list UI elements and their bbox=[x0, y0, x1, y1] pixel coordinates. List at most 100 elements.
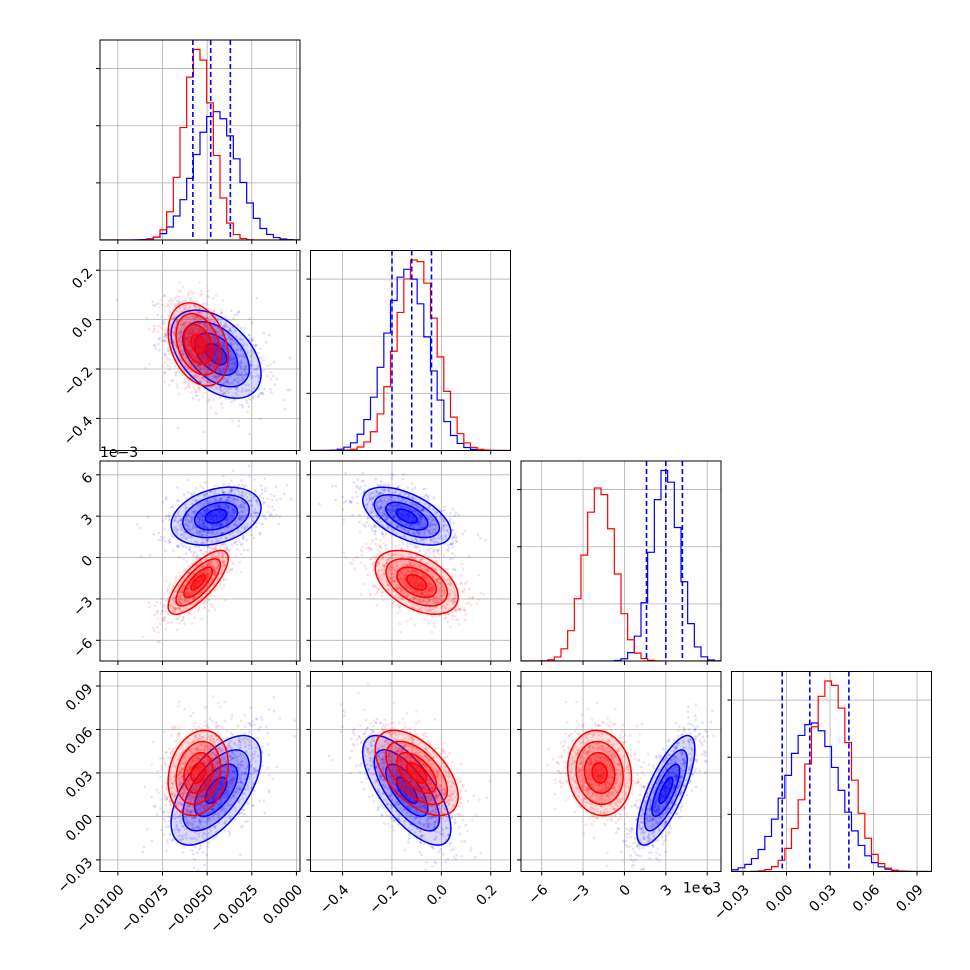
panel-content bbox=[100, 40, 300, 240]
contour-series-1-level-0 bbox=[374, 549, 459, 615]
x-tick-label: −0.4 bbox=[317, 882, 352, 917]
contour-series-0-level-0 bbox=[170, 486, 262, 546]
panel-frame bbox=[99, 671, 301, 872]
x-tick-label: −3 bbox=[567, 882, 593, 908]
x-tick-label: 0 bbox=[617, 882, 635, 900]
x-tick-label: 3 bbox=[658, 882, 676, 900]
panel-1-1 bbox=[306, 250, 511, 455]
x-tick-label: −0.2 bbox=[366, 882, 401, 917]
contour-series-0-level-0 bbox=[361, 734, 452, 846]
contour-series-1-level-1 bbox=[175, 312, 222, 376]
contour-series-1-level-1 bbox=[175, 558, 222, 607]
histogram-series-1 bbox=[310, 259, 511, 451]
panel-2-2 bbox=[517, 460, 722, 665]
histogram-series-0 bbox=[100, 111, 300, 240]
contour-series-1-level-0 bbox=[167, 302, 229, 387]
contour-series-1-level-3 bbox=[406, 574, 428, 591]
contour-series-1-level-1 bbox=[385, 740, 449, 806]
histogram-series-1 bbox=[731, 680, 932, 872]
contour-series-1-level-0 bbox=[167, 729, 229, 817]
y-tick-label: −3 bbox=[70, 594, 96, 620]
panel-content bbox=[310, 461, 511, 661]
contour-series-0-level-0 bbox=[170, 309, 262, 400]
y-tick-label: −0.03 bbox=[55, 855, 97, 897]
y-tick-label: 0.2 bbox=[69, 265, 96, 292]
contour-series-0-level-1 bbox=[182, 494, 251, 539]
panel-content bbox=[100, 250, 300, 451]
panel-frame bbox=[520, 671, 722, 872]
contour-series-1-level-1 bbox=[385, 558, 449, 607]
x-tick-label: −6 bbox=[526, 882, 552, 908]
y-tick-label: 3 bbox=[79, 511, 97, 529]
x-tick-label: 0.09 bbox=[893, 882, 926, 915]
contour-series-1-level-3 bbox=[190, 574, 207, 591]
histogram-series-0 bbox=[731, 722, 932, 872]
contour-series-0-level-2 bbox=[651, 763, 681, 818]
panel-content bbox=[521, 671, 721, 872]
panel-frame bbox=[310, 460, 511, 662]
x-tick-label: −0.0050 bbox=[163, 882, 217, 936]
panel-frame bbox=[310, 250, 511, 451]
contour-series-0-level-3 bbox=[395, 508, 419, 524]
x-tick-label: 0.2 bbox=[473, 882, 500, 909]
y-tick-label: 0.06 bbox=[63, 724, 96, 757]
panel-3-2: −6 −3 0 3 6 bbox=[517, 671, 722, 908]
contour-series-0-level-1 bbox=[182, 749, 251, 832]
panel-content bbox=[100, 461, 300, 661]
contour-series-0-level-0 bbox=[361, 486, 452, 546]
x-tick-label: 0.06 bbox=[850, 882, 883, 915]
contour-series-0-level-1 bbox=[373, 494, 441, 539]
contour-series-1-level-3 bbox=[591, 762, 608, 784]
panel-3-1: −0.4 −0.2 0.0 0.2 bbox=[306, 671, 511, 917]
x-tick-label: 0.0 bbox=[424, 882, 451, 909]
scatter-points-series-1 bbox=[143, 695, 254, 854]
y-tick-label: 0.09 bbox=[63, 681, 96, 714]
panel-content bbox=[310, 671, 511, 872]
y-tick-label: −0.2 bbox=[61, 364, 96, 399]
x-tick-label: −0.0100 bbox=[73, 882, 127, 936]
x-tick-label: −0.0025 bbox=[207, 882, 261, 936]
contour-series-1-level-2 bbox=[183, 751, 214, 794]
panel-frame bbox=[731, 671, 932, 872]
contour-series-0-level-1 bbox=[373, 749, 441, 832]
x-tick-label: 0.03 bbox=[806, 882, 839, 915]
contour-series-0-level-1 bbox=[643, 749, 688, 832]
y-tick-label: 0.0 bbox=[69, 315, 96, 342]
panel-3-3: −0.03 0.00 0.03 0.06 0.09 bbox=[711, 671, 932, 924]
y-tick-label: −0.4 bbox=[61, 413, 96, 448]
x-offset-label: 1e−3 bbox=[683, 881, 721, 897]
panel-frame bbox=[99, 250, 301, 451]
contour-series-0-level-0 bbox=[636, 734, 696, 846]
panel-content bbox=[521, 461, 721, 661]
panel-frame bbox=[520, 460, 722, 662]
contour-series-0-level-3 bbox=[204, 776, 228, 805]
panel-frame bbox=[99, 39, 301, 241]
panel-content bbox=[310, 250, 511, 451]
panel-2-1 bbox=[306, 460, 511, 665]
contour-series-1-level-2 bbox=[583, 751, 616, 794]
contour-series-1-level-0 bbox=[167, 549, 229, 615]
panel-2-0: −6 −3 0 3 6 bbox=[70, 460, 301, 665]
contour-series-0-level-3 bbox=[658, 776, 674, 805]
y-offset-label: 1e−3 bbox=[100, 445, 138, 461]
y-tick-label: −6 bbox=[70, 635, 96, 661]
histogram-series-0 bbox=[310, 268, 511, 451]
panel-frame bbox=[99, 460, 301, 662]
y-tick-label: 0.03 bbox=[63, 768, 96, 801]
panel-0-0 bbox=[96, 39, 301, 244]
x-tick-label: 0.0000 bbox=[260, 882, 306, 928]
histogram-series-1 bbox=[521, 487, 721, 661]
panel-1-0: −0.4 −0.2 0.0 0.2 bbox=[61, 250, 301, 455]
panel-content bbox=[731, 671, 932, 872]
contour-series-1-level-1 bbox=[575, 740, 624, 806]
contour-series-1-level-3 bbox=[190, 333, 207, 355]
y-tick-label: 0 bbox=[79, 553, 97, 571]
y-tick-label: 6 bbox=[79, 470, 97, 488]
contour-series-1-level-2 bbox=[396, 566, 438, 599]
contour-series-0-level-3 bbox=[204, 508, 228, 524]
panel-frame bbox=[310, 671, 511, 872]
contour-series-0-level-2 bbox=[385, 501, 429, 531]
histogram-series-0 bbox=[521, 469, 721, 661]
contour-series-1-level-2 bbox=[396, 751, 438, 794]
